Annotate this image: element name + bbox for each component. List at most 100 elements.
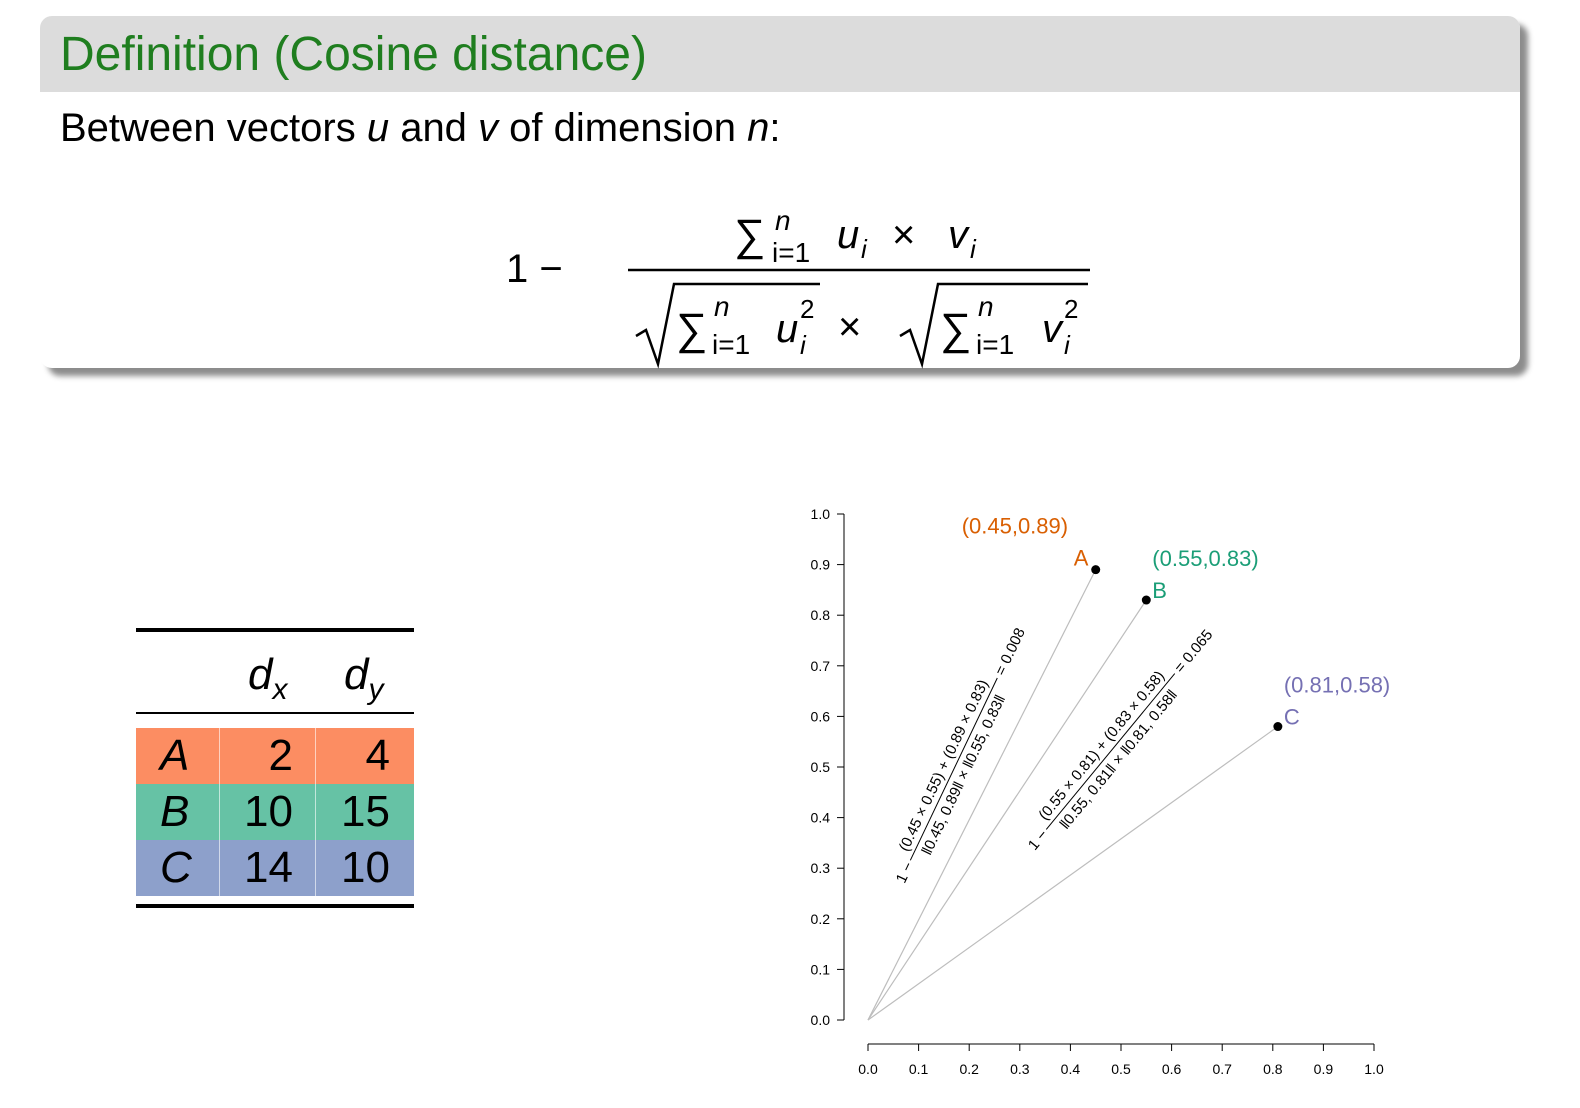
den2-v: v [1042,307,1064,351]
data-point [1091,565,1101,575]
den1-u: u [776,307,798,351]
table-bottom-rule [136,904,414,908]
num-u: u [837,213,859,257]
sqrt-sign-1 [635,282,820,369]
y-tick-label: 0.0 [811,1012,831,1028]
annotation-result: = 0.065 [1171,626,1216,676]
x-tick-label: 0.6 [1162,1061,1182,1077]
header-dy-base: d [344,650,369,699]
point-coord-label: (0.45,0.89) [962,514,1068,539]
den-times: × [838,305,861,349]
num-v: v [948,213,970,257]
var-u: u [366,106,390,150]
cell-dy: 4 [365,731,390,780]
den2-lower: i=1 [976,329,1014,360]
den2-upper: n [978,291,994,322]
x-tick-label: 1.0 [1364,1061,1384,1077]
x-tick-label: 0.8 [1263,1061,1283,1077]
den2-v-sq: 2 [1064,294,1078,324]
vector-table: dx dy A 2 4 B 10 15 C 14 10 [136,628,414,908]
num-times: × [892,213,915,257]
annotation-fraction-bar [909,677,998,861]
y-tick-label: 0.2 [811,911,831,927]
y-tick-label: 0.6 [811,708,831,724]
x-tick-label: 0.0 [858,1061,878,1077]
x-tick-label: 0.3 [1010,1061,1030,1077]
row-label: B [136,784,220,840]
block-title: Definition (Cosine distance) [60,27,647,81]
annotation-numerator: (0.55 × 0.81) + (0.83 × 0.58) [1035,668,1168,824]
annotation-bc: 1 −(0.55 × 0.81) + (0.83 × 0.58)‖0.55, 0… [1025,626,1217,853]
data-point [1273,722,1283,732]
y-tick-label: 0.8 [811,607,831,623]
cell-dx: 2 [220,728,316,784]
x-tick-label: 0.7 [1212,1061,1232,1077]
table-top-rule [136,628,414,632]
definition-block: Definition (Cosine distance) Between vec… [40,16,1520,369]
row-label: A [136,728,220,784]
x-tick-label: 0.2 [959,1061,979,1077]
x-tick-label: 0.4 [1061,1061,1081,1077]
y-tick-label: 0.7 [811,658,831,674]
row-label: C [136,840,220,896]
annotation-result: = 0.008 [992,625,1029,678]
cell-dx: 14 [220,840,316,896]
intro-text-1: Between vectors [60,106,367,150]
num-sum-lower: i=1 [772,237,810,268]
y-tick-label: 0.9 [811,557,831,573]
annotation-prefix: 1 − [893,859,918,886]
den1-upper: n [714,291,730,322]
table-row: C 14 10 [136,840,414,896]
x-tick-label: 0.9 [1314,1061,1334,1077]
point-label: B [1152,578,1167,603]
num-u-sub: i [861,234,868,264]
point-label: C [1284,705,1300,730]
vector-line [867,569,1097,1021]
header-dx-base: d [248,650,273,699]
intro-text-4: : [769,106,781,150]
table-row: A 2 4 [136,728,414,784]
intro-text-3: of dimension [498,106,748,150]
vector-line [867,726,1279,1021]
den1-lower: i=1 [712,329,750,360]
annotation-prefix: 1 − [1025,826,1052,853]
header-dx-sub: x [272,672,288,706]
cell-dy: 10 [341,843,390,892]
formula-one-minus: 1 − [506,247,563,291]
num-v-sub: i [970,234,977,264]
vector-line [867,599,1147,1021]
var-n: n [747,106,770,150]
header-dy: dy [344,650,383,707]
y-tick-label: 0.3 [811,860,831,876]
den1-u-sq: 2 [800,294,814,324]
header-dx: dx [248,650,287,707]
var-v: v [478,106,499,150]
num-sum-upper: n [775,205,791,236]
cell-dx: 10 [220,784,316,840]
definition-intro: Between vectors u and v of dimension n: [60,106,780,151]
table-header: dx dy [136,632,414,712]
point-label: A [1074,546,1089,571]
annotation-ab: 1 −(0.45 × 0.55) + (0.89 × 0.83)‖0.45, 0… [893,625,1029,886]
num-sum: ∑ [734,211,765,260]
den2-v-sub: i [1064,330,1071,360]
intro-text-2: and [389,106,479,150]
den1-u-sub: i [800,330,807,360]
x-tick-label: 0.5 [1111,1061,1131,1077]
data-point [1141,595,1151,605]
annotation-fraction-bar [1045,673,1176,830]
header-dy-sub: y [368,672,384,706]
den2-sum: ∑ [940,305,971,354]
table-mid-rule [136,712,414,714]
block-header: Definition (Cosine distance) [40,16,1520,92]
x-tick-label: 0.1 [909,1061,929,1077]
den1-sum: ∑ [676,305,707,354]
cell-dy: 15 [341,787,390,836]
y-tick-label: 0.1 [811,961,831,977]
cosine-scatter-chart: 0.0 0.1 0.2 0.3 0.4 0.5 0.6 0.7 0.8 0.9 1.0 0.0 0.1 0… [780,490,1480,1090]
sqrt-sign-2 [899,282,1088,369]
cosine-formula: 1 − ∑ n i=1 u i × v i ∑ n i=1 u 2 i × ∑ … [500,196,1120,376]
table-row: B 10 15 [136,784,414,840]
point-coord-label: (0.81,0.58) [1284,673,1390,698]
point-coord-label: (0.55,0.83) [1152,546,1258,571]
